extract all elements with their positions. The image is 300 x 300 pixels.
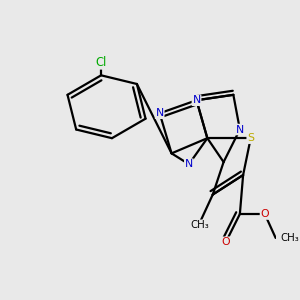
Text: O: O — [221, 237, 230, 247]
Text: S: S — [247, 133, 254, 143]
Text: N: N — [185, 159, 193, 169]
Text: CH₃: CH₃ — [280, 233, 299, 243]
Text: N: N — [236, 124, 244, 134]
Text: N: N — [192, 95, 201, 105]
Text: CH₃: CH₃ — [190, 220, 209, 230]
Text: N: N — [155, 108, 164, 118]
Text: O: O — [260, 209, 269, 219]
Text: Cl: Cl — [95, 56, 107, 69]
